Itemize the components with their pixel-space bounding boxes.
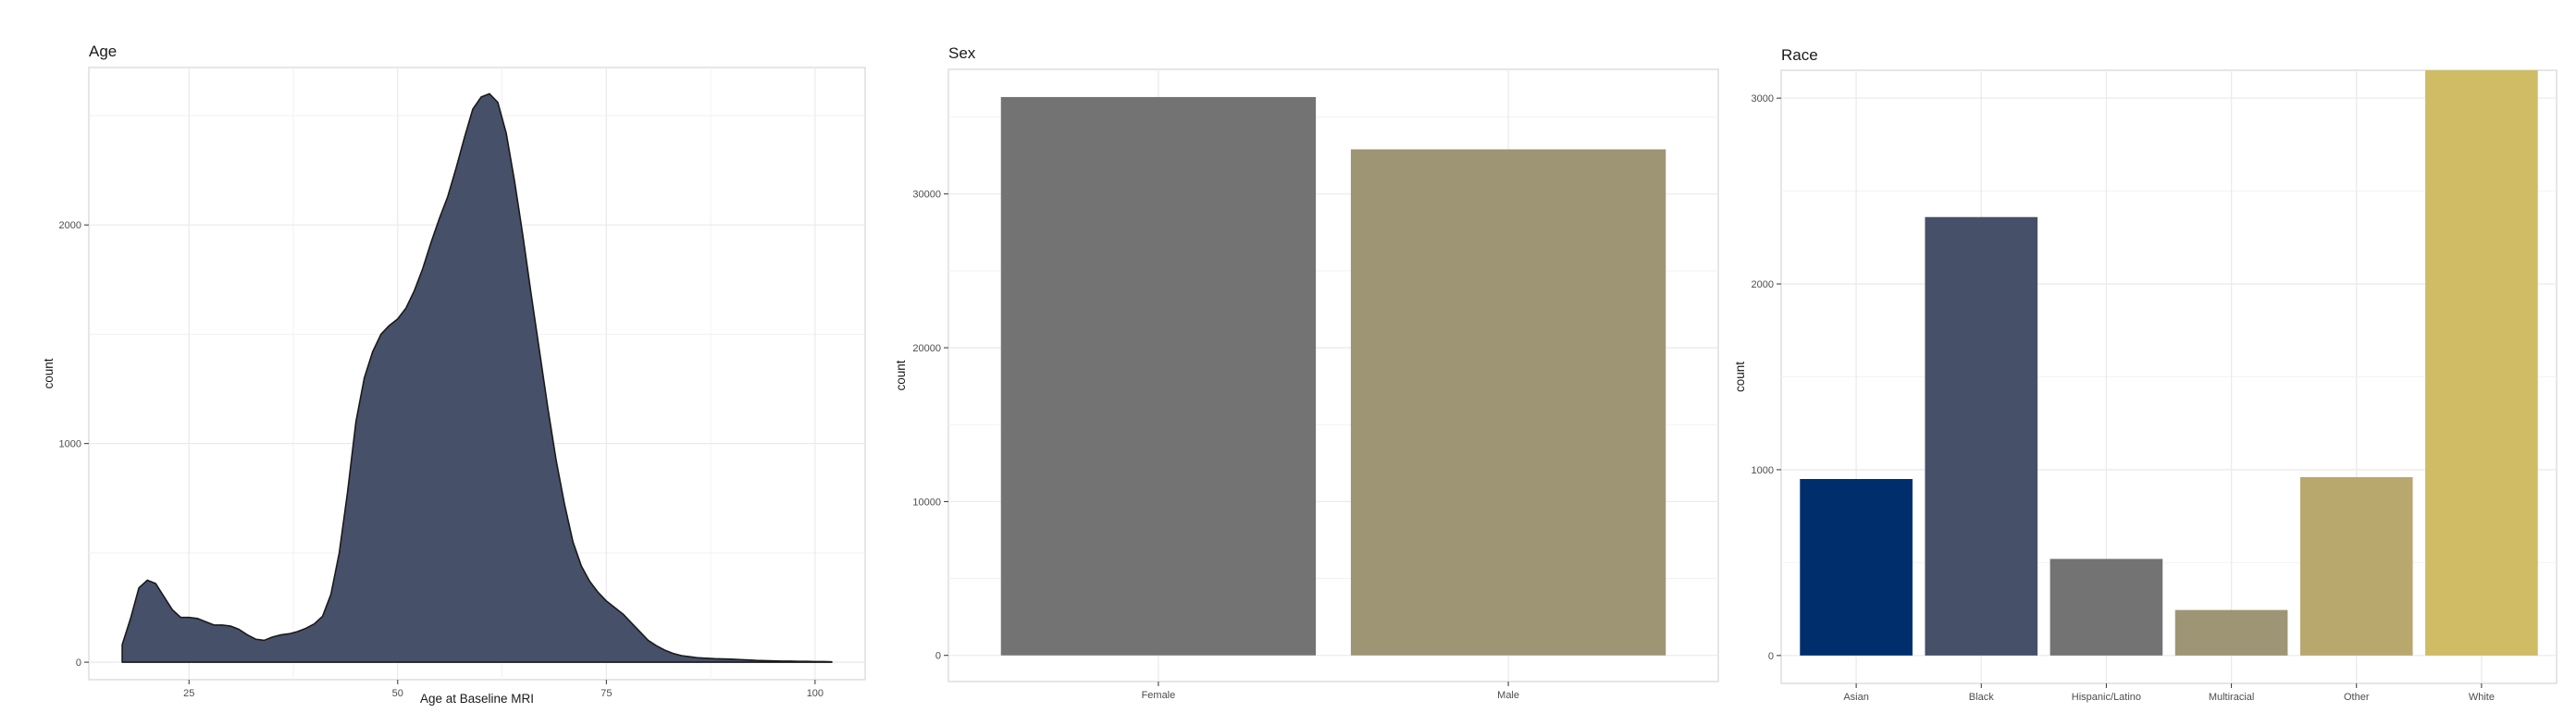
y-tick-label: 2000	[1752, 279, 1774, 290]
x-tick-label: Hispanic/Latino	[2072, 692, 2141, 703]
age-panel: Age 25 50 75 100 0 1000 2000 Age at Baseline MR…	[0, 0, 870, 725]
x-tick-label: Multiracial	[2209, 692, 2255, 703]
bar-other	[2299, 476, 2413, 656]
bar-hispanic-latino	[2050, 559, 2163, 656]
sex-title: Sex	[948, 44, 976, 62]
age-title: Age	[89, 43, 118, 60]
y-tick-label: 0	[76, 657, 81, 669]
y-axis-title: count	[42, 358, 56, 388]
bar-multiracial	[2174, 609, 2288, 656]
y-tick-label: 0	[935, 651, 941, 662]
x-tick-label: 50	[392, 688, 403, 699]
plot-border	[1780, 69, 2557, 684]
y-tick-label: 0	[1768, 651, 1774, 662]
x-tick-label: Female	[1142, 690, 1176, 701]
y-tick-label: 1000	[1752, 465, 1774, 476]
bar-male	[1350, 149, 1666, 656]
race-title: Race	[1781, 46, 1818, 64]
x-tick-label: 100	[807, 688, 824, 699]
x-tick-label: 25	[183, 688, 194, 699]
x-tick-label: Black	[1969, 692, 1994, 703]
y-tick-label: 3000	[1752, 93, 1774, 104]
age-density-area	[121, 92, 833, 663]
bar-asian	[1800, 479, 1913, 656]
bar-white	[2425, 70, 2538, 656]
y-tick-label: 30000	[912, 190, 941, 201]
y-axis-title: count	[894, 360, 908, 390]
bar-female	[1000, 96, 1317, 656]
x-axis-title: Age at Baseline MRI	[420, 692, 534, 706]
x-tick-label: Other	[2344, 692, 2370, 703]
y-tick-label: 20000	[912, 343, 941, 354]
x-tick-label: Male	[1497, 690, 1519, 701]
y-tick-label: 2000	[59, 220, 81, 231]
x-tick-label: Asian	[1843, 692, 1869, 703]
x-tick-label: White	[2469, 692, 2495, 703]
y-tick-label: 10000	[912, 497, 941, 508]
x-tick-label: 75	[601, 688, 612, 699]
y-axis-title: count	[1733, 362, 1747, 392]
plot-border	[947, 68, 1719, 682]
bar-black	[1925, 216, 2038, 656]
y-tick-label: 1000	[59, 439, 81, 450]
